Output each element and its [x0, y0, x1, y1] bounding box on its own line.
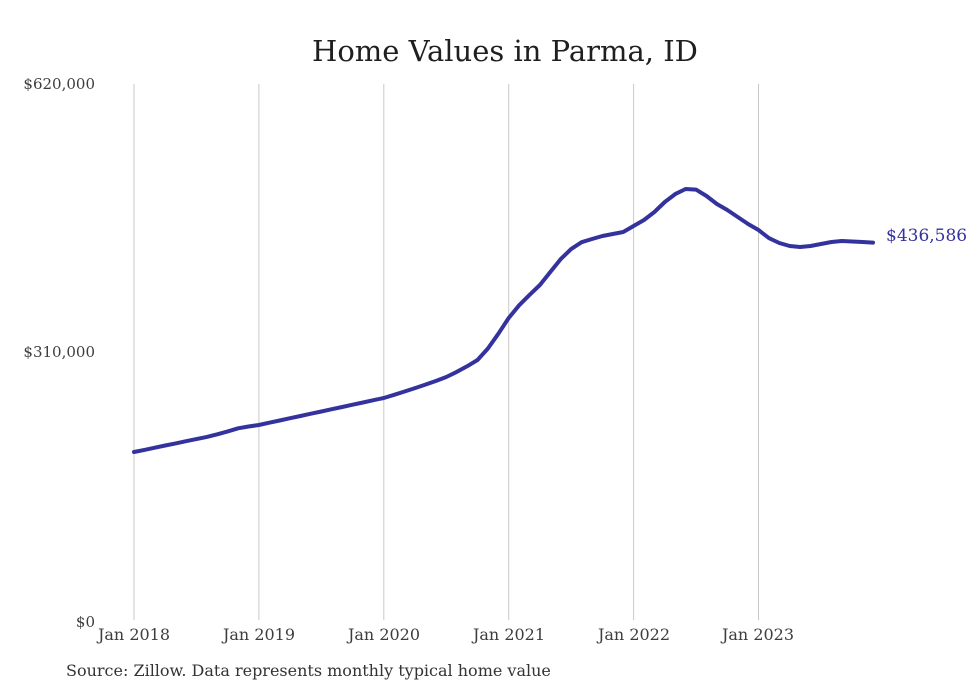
y-axis-label-620000: $620,000: [23, 75, 95, 93]
y-axis-label-0: $0: [75, 613, 95, 631]
y-axis-label-310000: $310,000: [23, 343, 95, 361]
latest-value-label: $436,586: [886, 226, 968, 246]
x-axis-label-jan-2019: Jan 2019: [222, 625, 296, 644]
x-axis-label-jan-2022: Jan 2022: [597, 625, 671, 644]
x-axis-label-jan-2018: Jan 2018: [97, 625, 171, 644]
x-axis-label-jan-2020: Jan 2020: [347, 625, 421, 644]
chart-title: Home Values in Parma, ID: [312, 34, 698, 68]
x-axis-label-jan-2023: Jan 2023: [721, 625, 795, 644]
x-axis-label-jan-2021: Jan 2021: [472, 625, 546, 644]
vertical-gridlines: [133, 84, 759, 620]
home-value-line: [132, 187, 875, 454]
source-note: Source: Zillow. Data represents monthly …: [66, 661, 551, 680]
